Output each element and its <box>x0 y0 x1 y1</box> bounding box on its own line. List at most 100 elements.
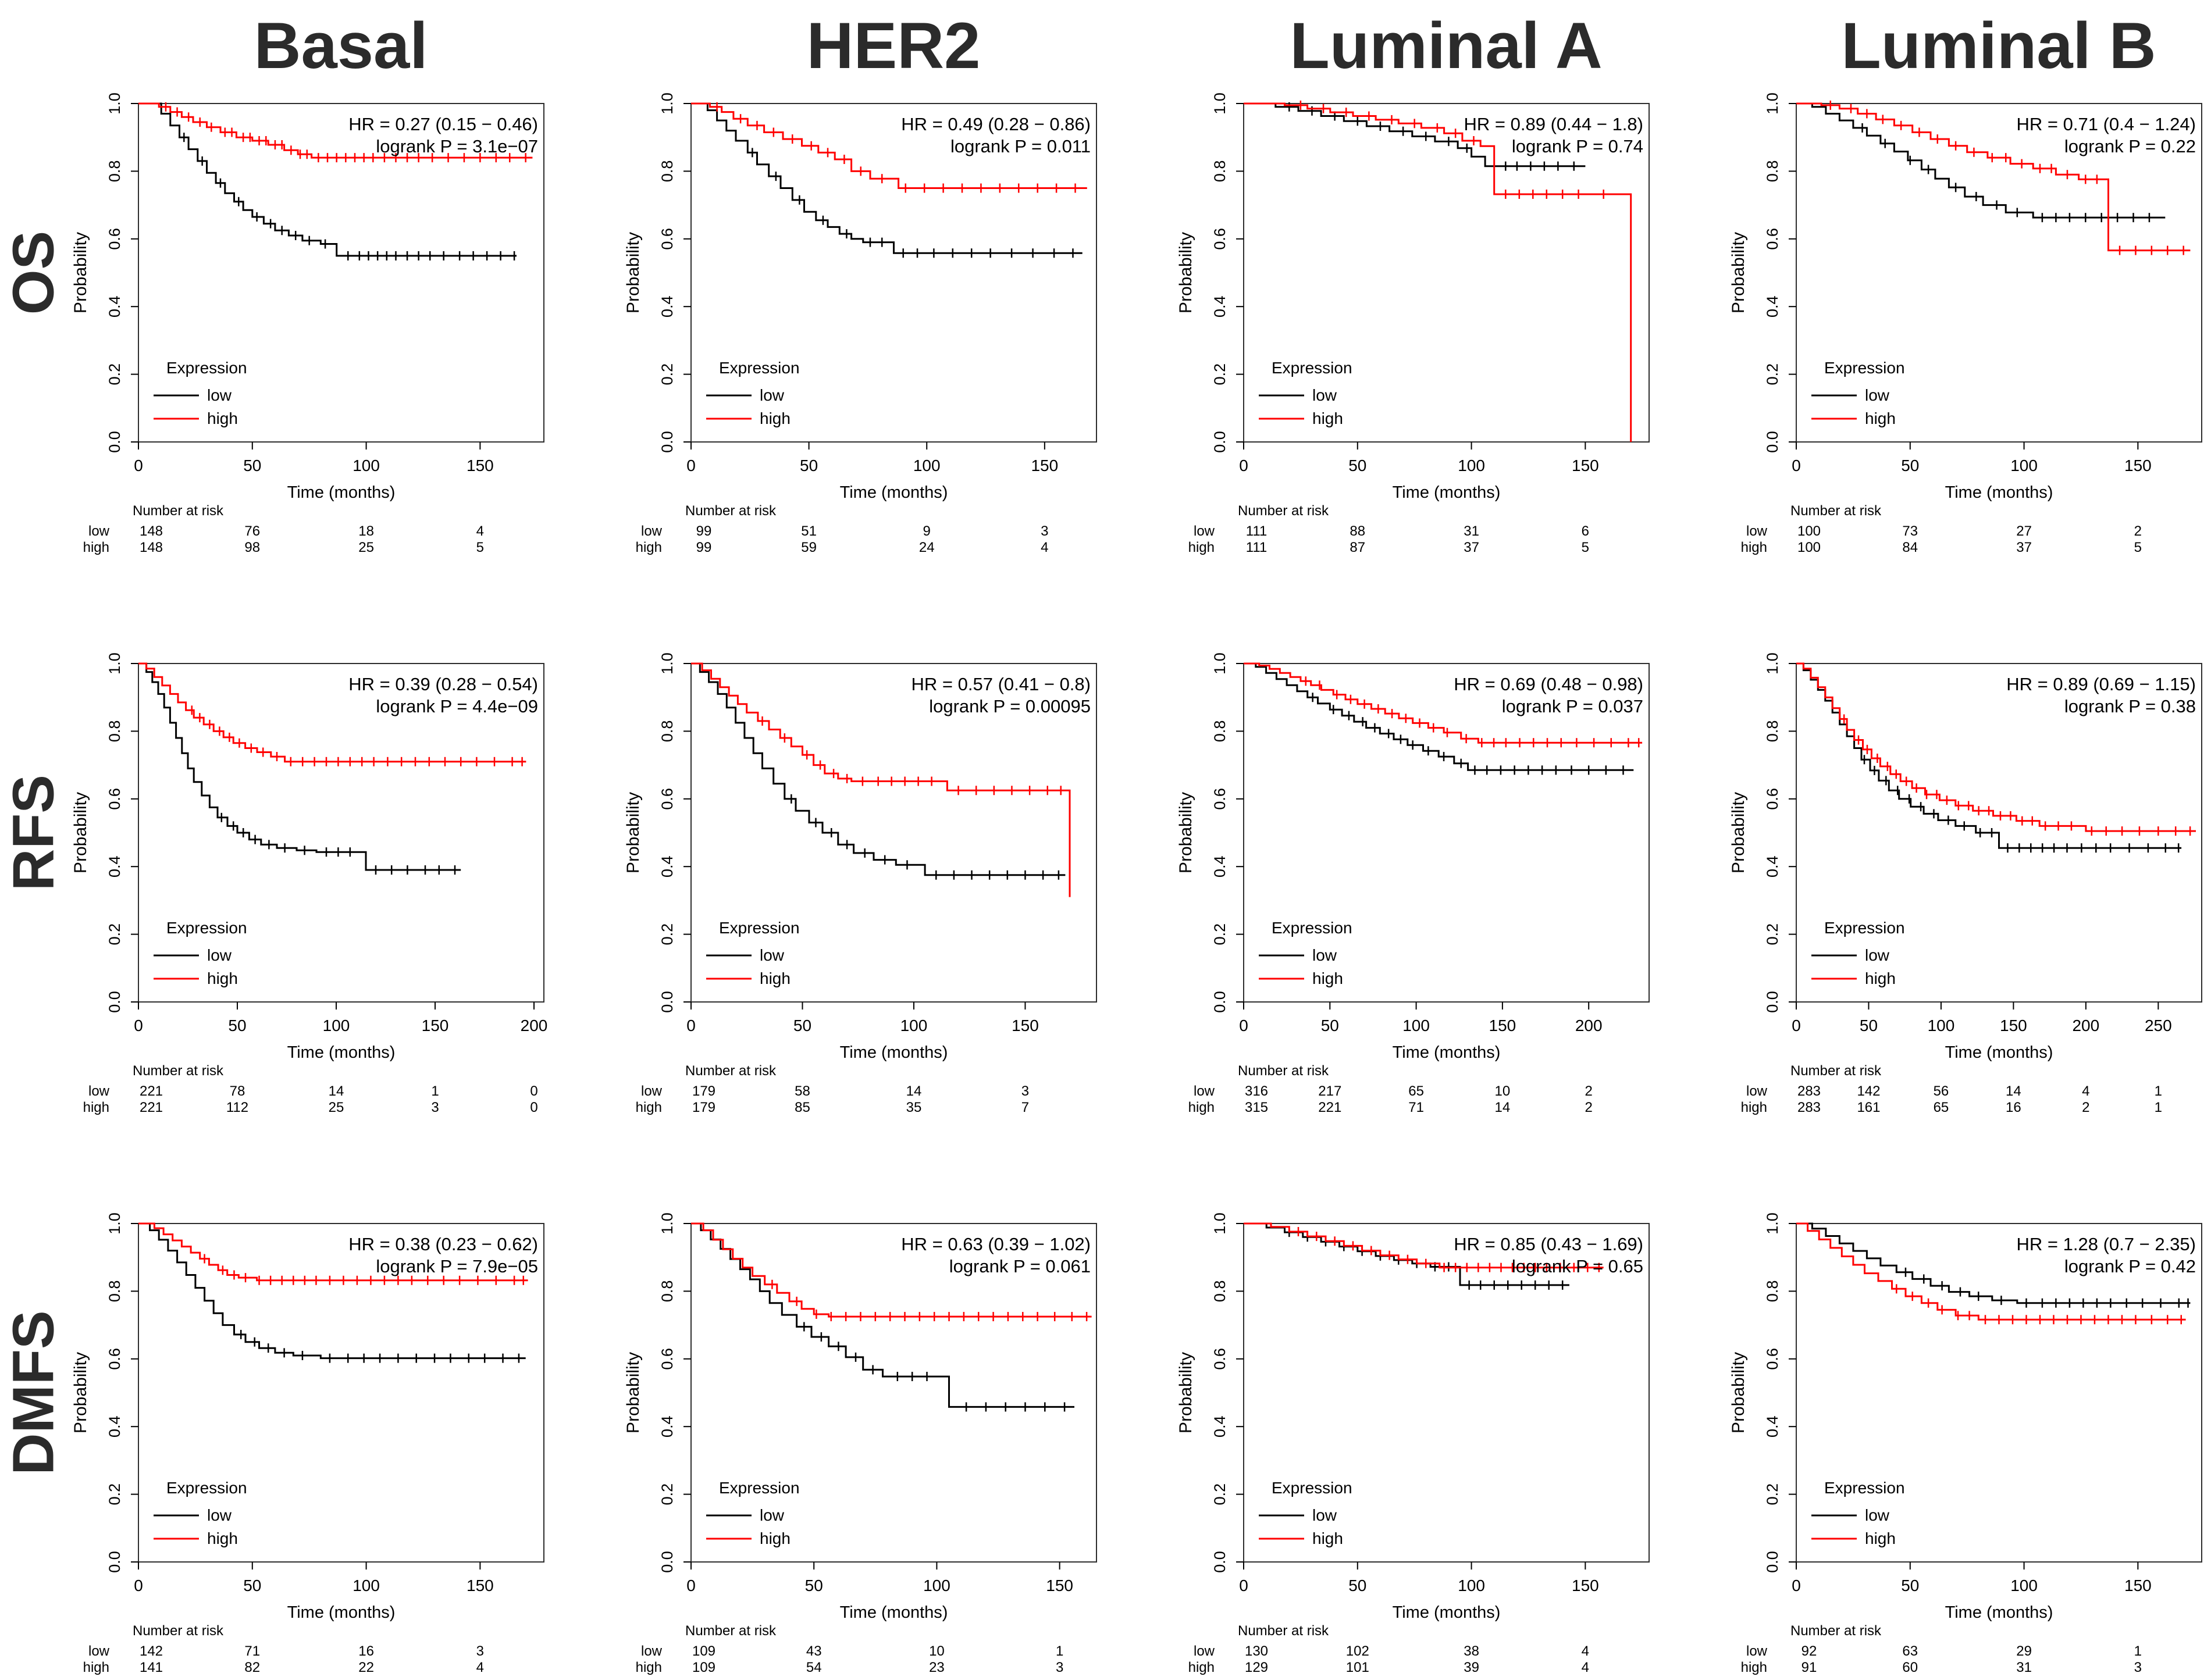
y-axis-label: Probability <box>1176 792 1195 873</box>
x-tick-label: 0 <box>134 1576 143 1595</box>
x-tick-label: 50 <box>1860 1016 1878 1035</box>
km-curve-high <box>691 662 1071 897</box>
plot-box <box>1796 1223 2202 1563</box>
risk-row-label-low: low <box>88 1083 110 1099</box>
plot-box <box>1243 663 1650 1003</box>
column-title-her2: HER2 <box>806 9 981 82</box>
hr-annotation: HR = 1.28 (0.7 − 2.35) <box>2017 1234 2196 1254</box>
risk-count: 100 <box>1797 540 1821 555</box>
risk-count: 4 <box>2082 1083 2089 1099</box>
y-tick-label: 1.0 <box>1764 652 1781 675</box>
y-tick-label: 0.0 <box>106 431 123 453</box>
risk-count: 2 <box>2082 1100 2089 1115</box>
y-tick-label: 0.4 <box>106 295 123 318</box>
x-tick-label: 100 <box>900 1016 928 1035</box>
y-tick-label: 1.0 <box>658 1212 676 1235</box>
legend-label-high: high <box>207 409 238 427</box>
risk-count: 217 <box>1318 1083 1341 1099</box>
logrank-annotation: logrank P = 0.011 <box>950 136 1091 156</box>
y-axis-label: Probability <box>1176 1352 1195 1433</box>
km-panel-dmfs-luminal-a: 0.0 0.2 0.4 0.6 0.8 1.0 Probability 0 50 100 150 Ti… <box>1176 1212 1650 1675</box>
risk-count: 1 <box>2155 1083 2162 1099</box>
km-curve-low <box>138 1222 526 1360</box>
km-panel-os-luminal-b: 0.0 0.2 0.4 0.6 0.8 1.0 Probability 0 50 100 150 Ti… <box>1729 92 2202 555</box>
km-curve-high <box>138 1222 528 1282</box>
y-tick-label: 1.0 <box>1764 1212 1781 1235</box>
risk-count: 37 <box>2016 540 2032 555</box>
x-tick-label: 0 <box>1792 1016 1801 1035</box>
x-tick-label: 250 <box>2145 1016 2172 1035</box>
risk-count: 31 <box>1464 523 1479 539</box>
km-curve-high <box>1244 102 1632 442</box>
hr-annotation: HR = 0.49 (0.28 − 0.86) <box>901 114 1091 134</box>
y-axis-label: Probability <box>1729 792 1748 873</box>
x-tick-label: 50 <box>805 1576 823 1595</box>
risk-count: 3 <box>1041 523 1048 539</box>
risk-count: 316 <box>1245 1083 1268 1099</box>
censor-marks-low <box>220 812 456 875</box>
risk-count: 58 <box>795 1083 810 1099</box>
x-tick-label: 50 <box>800 456 818 475</box>
y-tick-label: 0.6 <box>1211 1348 1229 1370</box>
km-curve-low <box>1796 1222 2191 1304</box>
plot-box <box>138 103 544 443</box>
y-axis-label: Probability <box>1176 232 1195 313</box>
censor-marks-low <box>1861 123 2151 223</box>
risk-count: 142 <box>1857 1083 1880 1099</box>
number-at-risk-header: Number at risk <box>685 1063 777 1079</box>
risk-count: 56 <box>1934 1083 1949 1099</box>
plot-box <box>1243 103 1650 443</box>
risk-row-label-low: low <box>88 1643 110 1659</box>
x-tick-label: 150 <box>1489 1016 1516 1035</box>
risk-count: 71 <box>244 1643 260 1659</box>
y-tick-label: 1.0 <box>1211 652 1229 675</box>
risk-row-label-low: low <box>641 523 663 539</box>
legend-label-low: low <box>760 386 785 404</box>
x-tick-label: 150 <box>1046 1576 1073 1595</box>
legend-label-low: low <box>1312 386 1337 404</box>
x-tick-label: 150 <box>2000 1016 2027 1035</box>
y-axis-label: Probability <box>71 1352 90 1433</box>
x-tick-label: 150 <box>1012 1016 1039 1035</box>
risk-count: 73 <box>1902 523 1918 539</box>
risk-count: 27 <box>2016 523 2032 539</box>
risk-count: 65 <box>1934 1100 1949 1115</box>
y-tick-label: 0.2 <box>1764 1483 1781 1506</box>
legend-label-low: low <box>1312 1506 1337 1524</box>
km-panel-rfs-her2: 0.0 0.2 0.4 0.6 0.8 1.0 Probability 0 50 100 150 Ti… <box>624 652 1097 1115</box>
legend-label-low: low <box>207 1506 232 1524</box>
risk-count: 23 <box>929 1660 945 1675</box>
x-axis-label: Time (months) <box>1393 483 1501 502</box>
censor-marks-high <box>761 716 1062 796</box>
hr-annotation: HR = 0.57 (0.41 − 0.8) <box>912 674 1091 694</box>
y-tick-label: 0.8 <box>1211 720 1229 743</box>
censor-marks-low <box>240 1329 520 1363</box>
x-tick-label: 100 <box>913 456 941 475</box>
legend-title: Expression <box>1272 919 1352 937</box>
x-tick-label: 50 <box>228 1016 246 1035</box>
risk-count: 3 <box>431 1100 439 1115</box>
plot-box <box>690 663 1097 1003</box>
x-tick-label: 100 <box>1458 456 1485 475</box>
risk-count: 39 <box>1464 1660 1479 1675</box>
km-panel-os-her2: 0.0 0.2 0.4 0.6 0.8 1.0 Probability 0 50 100 150 Ti… <box>624 92 1097 555</box>
risk-count: 37 <box>1464 540 1479 555</box>
plot-box <box>1796 103 2202 443</box>
km-panel-os-basal: 0.0 0.2 0.4 0.6 0.8 1.0 Probability 0 50 100 150 Ti… <box>71 92 544 555</box>
risk-count: 315 <box>1245 1100 1268 1115</box>
hr-annotation: HR = 0.69 (0.48 − 0.98) <box>1454 674 1643 694</box>
legend-label-low: low <box>207 386 232 404</box>
y-tick-label: 0.6 <box>106 1348 123 1370</box>
censor-marks-low <box>1312 693 1624 775</box>
x-axis-label: Time (months) <box>287 1043 396 1062</box>
x-tick-label: 50 <box>1348 1576 1366 1595</box>
risk-count: 1 <box>2134 1643 2142 1659</box>
hr-annotation: HR = 0.39 (0.28 − 0.54) <box>348 674 538 694</box>
y-tick-label: 1.0 <box>1211 92 1229 115</box>
y-tick-label: 1.0 <box>658 652 676 675</box>
risk-count: 14 <box>1495 1100 1511 1115</box>
km-curve-low <box>691 1222 1074 1408</box>
x-tick-label: 100 <box>923 1576 950 1595</box>
hr-annotation: HR = 0.63 (0.39 − 1.02) <box>901 1234 1091 1254</box>
number-at-risk-header: Number at risk <box>1790 503 1882 519</box>
